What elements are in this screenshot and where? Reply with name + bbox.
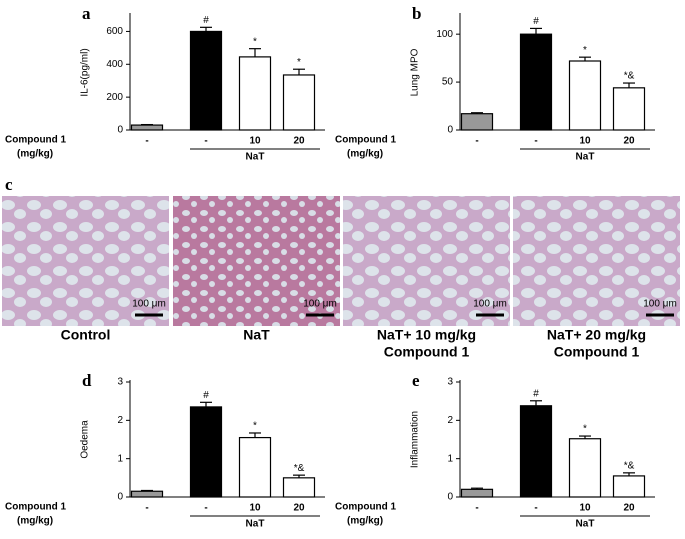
y-tick-label: 400	[106, 59, 123, 70]
y-axis-label: Lung MPO	[410, 48, 421, 96]
significance-label: *&	[294, 463, 305, 474]
x-tick-label: -	[145, 136, 148, 147]
x-tick-label: 20	[623, 503, 635, 514]
y-axis-label: Inflammation	[410, 411, 421, 468]
x-tick-label: 10	[579, 136, 591, 147]
x-tick-label: 20	[293, 503, 305, 514]
scale-bar-label: 100 μm	[132, 299, 166, 310]
y-axis-label: Oedema	[80, 420, 91, 459]
bar	[460, 488, 494, 498]
group-label: NaT	[576, 519, 595, 530]
bar	[189, 30, 223, 131]
significance-label: *	[583, 424, 587, 435]
significance-label: *	[583, 45, 587, 56]
x-tick-label: -	[145, 503, 148, 514]
scale-bar-label: 100 μm	[643, 299, 677, 310]
y-tick-label: 0	[447, 492, 453, 503]
bar	[568, 60, 602, 131]
y-tick-label: 0	[117, 125, 123, 136]
significance-label: *&	[624, 71, 635, 82]
scale-bar-label: 100 μm	[473, 299, 507, 310]
x-tick-label: -	[475, 503, 478, 514]
x-tick-label: -	[534, 503, 537, 514]
micrograph	[343, 196, 510, 326]
x-tick-label: 20	[293, 136, 305, 147]
significance-label: #	[533, 388, 539, 399]
group-label: NaT	[576, 152, 595, 163]
significance-label: *	[253, 36, 257, 47]
group-label: NaT	[246, 152, 265, 163]
row-label: Compound 1	[335, 135, 397, 146]
y-tick-label: 2	[117, 415, 123, 426]
row-label: Compound 1	[5, 135, 67, 146]
caption: NaT+ 20 mg/kg	[547, 327, 646, 343]
bar	[238, 56, 272, 131]
panel-label: e	[412, 371, 420, 390]
bar	[130, 124, 164, 131]
significance-label: *	[253, 421, 257, 432]
y-tick-label: 0	[447, 125, 453, 136]
bar	[282, 477, 316, 498]
caption: Compound 1	[384, 344, 470, 360]
bar	[238, 436, 272, 498]
panel-label: a	[82, 4, 91, 23]
group-label: NaT	[246, 519, 265, 530]
bar	[612, 87, 646, 131]
significance-label: *	[297, 57, 301, 68]
bar	[568, 438, 602, 498]
x-tick-label: 20	[623, 136, 635, 147]
caption: NaT	[243, 327, 270, 343]
x-tick-label: -	[534, 136, 537, 147]
bar	[282, 74, 316, 131]
y-tick-label: 1	[447, 453, 453, 464]
y-tick-label: 200	[106, 92, 123, 103]
unit-label: (mg/kg)	[347, 516, 383, 527]
micrograph	[513, 196, 680, 326]
bar	[189, 406, 223, 498]
unit-label: (mg/kg)	[17, 149, 53, 160]
caption: Control	[61, 327, 111, 343]
x-tick-label: 10	[249, 503, 261, 514]
bar	[519, 33, 553, 131]
y-tick-label: 2	[447, 415, 453, 426]
x-tick-label: -	[204, 503, 207, 514]
bar	[460, 113, 494, 131]
unit-label: (mg/kg)	[347, 149, 383, 160]
x-tick-label: 10	[249, 136, 261, 147]
bar	[519, 405, 553, 498]
significance-label: #	[203, 15, 209, 26]
y-axis-label: IL-6(pg/ml)	[80, 48, 91, 96]
y-tick-label: 3	[117, 377, 123, 388]
bar	[612, 475, 646, 498]
significance-label: #	[203, 390, 209, 401]
y-tick-label: 1	[117, 453, 123, 464]
panel-label: b	[412, 4, 421, 23]
panel-label: d	[82, 371, 92, 390]
panel-label: c	[5, 175, 13, 194]
micrograph	[2, 196, 169, 326]
y-tick-label: 50	[442, 77, 454, 88]
y-tick-label: 600	[106, 26, 123, 37]
y-tick-label: 100	[436, 29, 453, 40]
y-tick-label: 0	[117, 492, 123, 503]
x-tick-label: 10	[579, 503, 591, 514]
row-label: Compound 1	[5, 502, 67, 513]
micrograph	[173, 196, 340, 326]
scale-bar-label: 100 μm	[303, 299, 337, 310]
caption: NaT+ 10 mg/kg	[377, 327, 476, 343]
x-tick-label: -	[475, 136, 478, 147]
y-tick-label: 3	[447, 377, 453, 388]
bar	[130, 490, 164, 498]
unit-label: (mg/kg)	[17, 516, 53, 527]
row-label: Compound 1	[335, 502, 397, 513]
significance-label: #	[533, 16, 539, 27]
significance-label: *&	[624, 460, 635, 471]
x-tick-label: -	[204, 136, 207, 147]
caption: Compound 1	[554, 344, 640, 360]
